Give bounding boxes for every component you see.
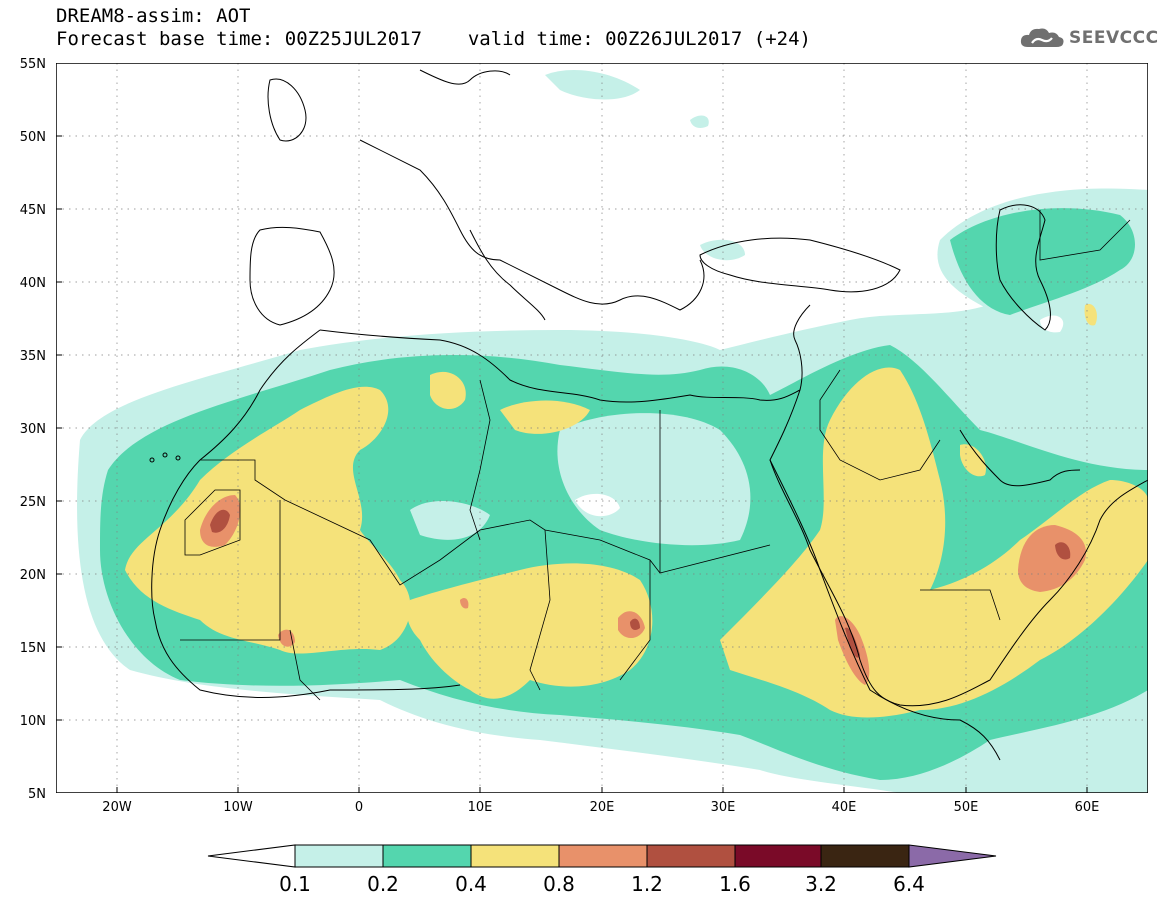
valid-time-label: valid time: 00Z26JUL2017 (+24) — [467, 28, 811, 50]
x-tick-label: 30E — [711, 800, 736, 815]
colorbar-label: 0.4 — [455, 872, 487, 896]
colorbar-low-triangle — [207, 844, 296, 868]
colorbar-label: 3.2 — [805, 872, 837, 896]
colorbar-label: 0.2 — [367, 872, 399, 896]
time-info: Forecast base time: 00Z25JUL2017 valid t… — [56, 29, 811, 49]
colorbar-swatch-0-4 — [470, 844, 560, 868]
x-tick-label: 20E — [590, 800, 615, 815]
colorbar-high-triangle — [908, 844, 997, 868]
cloud-icon — [1020, 28, 1064, 47]
x-axis-labels: 20W 10W 0 10E 20E 30E 40E 50E 60E — [102, 800, 1099, 815]
colorbar-label: 1.2 — [631, 872, 663, 896]
colorbar-swatch-0-8 — [558, 844, 648, 868]
aot-contour-0-4 — [125, 304, 1148, 718]
map-title: DREAM8-assim: AOT — [56, 5, 251, 27]
x-tick-label: 10E — [468, 800, 493, 815]
axis-ticks — [56, 135, 1088, 793]
y-tick-label: 20N — [20, 568, 46, 583]
colorbar-label: 6.4 — [893, 872, 925, 896]
y-tick-label: 30N — [20, 422, 46, 437]
colorbar-swatch-3-2 — [820, 844, 910, 868]
y-tick-label: 40N — [20, 276, 46, 291]
y-tick-label: 25N — [20, 495, 46, 510]
y-tick-label: 5N — [28, 787, 46, 802]
aot-contour-1-2 — [210, 509, 1071, 658]
colorbar-label: 1.6 — [719, 872, 751, 896]
colorbar-label: 0.8 — [543, 872, 575, 896]
colorbar-swatch-0-1 — [294, 844, 384, 868]
colorbar-label: 0.1 — [279, 872, 311, 896]
base-time-label: Forecast base time: 00Z25JUL2017 — [56, 28, 423, 50]
x-tick-label: 20W — [102, 800, 132, 815]
coastlines — [149, 69, 1148, 761]
country-borders — [180, 210, 1131, 701]
y-tick-label: 45N — [20, 203, 46, 218]
colorbar-swatch-1-2 — [646, 844, 736, 868]
y-tick-label: 50N — [20, 130, 46, 145]
logo-text: SEEVCCC — [1069, 28, 1159, 48]
x-tick-label: 50E — [954, 800, 979, 815]
y-tick-label: 10N — [20, 714, 46, 729]
x-tick-label: 60E — [1075, 800, 1100, 815]
x-tick-label: 0 — [355, 800, 363, 815]
y-tick-label: 15N — [20, 641, 46, 656]
colorbar-swatch-0-2 — [382, 844, 472, 868]
aot-field — [56, 63, 1148, 793]
graticule — [56, 63, 1148, 793]
seevccc-logo: SEEVCCC — [1018, 24, 1159, 52]
x-tick-label: 10W — [223, 800, 253, 815]
colorbar-swatch-1-6 — [734, 844, 822, 868]
y-axis-labels: 55N 50N 45N 40N 35N 30N 25N 20N 15N 10N … — [20, 57, 46, 802]
x-tick-label: 40E — [832, 800, 857, 815]
y-tick-label: 35N — [20, 349, 46, 364]
aot-holes-white — [575, 315, 1064, 517]
colorbar: 0.1 0.2 0.4 0.8 1.2 1.6 3.2 6.4 — [207, 844, 997, 896]
y-tick-label: 55N — [20, 57, 46, 72]
